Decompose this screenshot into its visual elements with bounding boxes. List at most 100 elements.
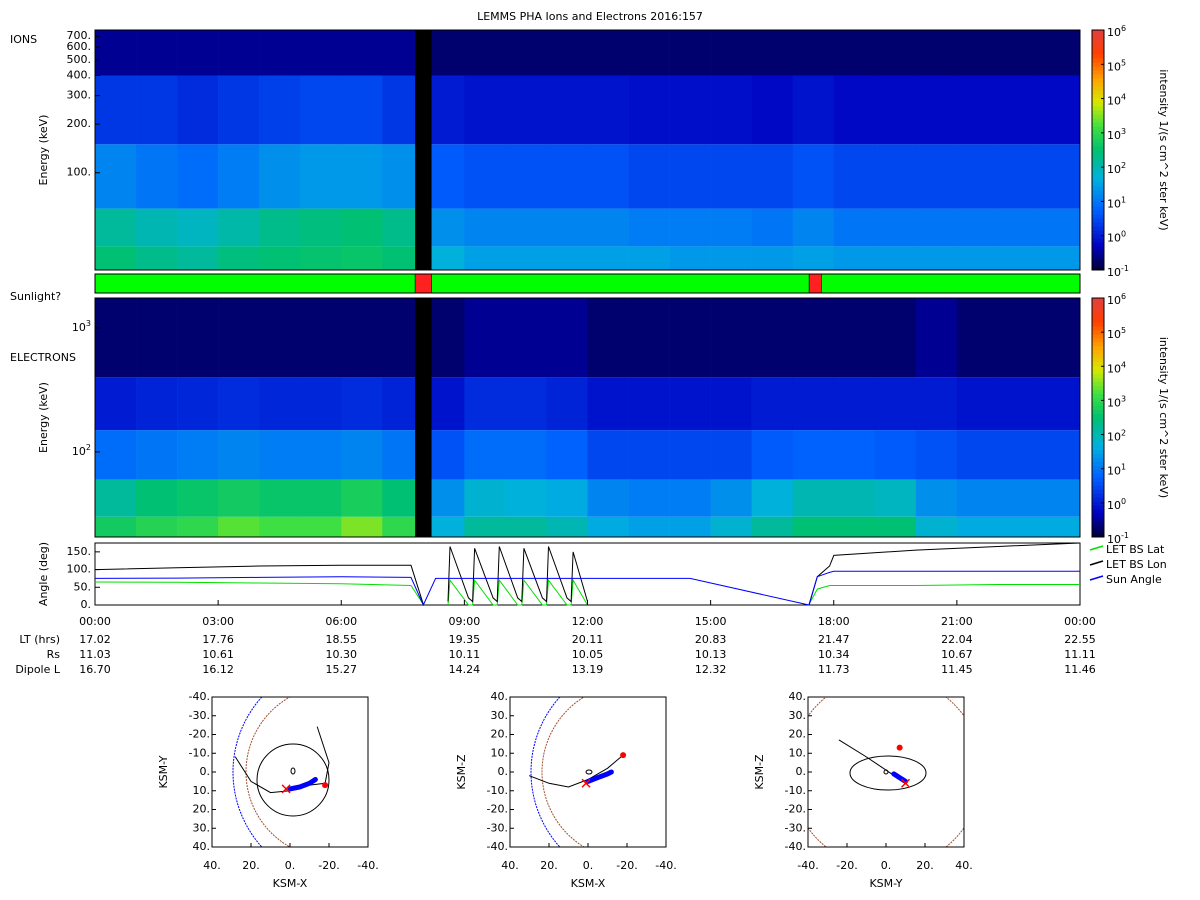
heatmap-cell xyxy=(997,75,1040,145)
y-tick-label: 100. xyxy=(67,563,92,576)
colorbar-tick-label-exponent: 3 xyxy=(1121,126,1126,135)
heatmap-cell xyxy=(997,208,1040,247)
heatmap-cell xyxy=(915,30,958,76)
heatmap-cell xyxy=(751,246,794,270)
x-tick-label: -40. xyxy=(655,859,676,872)
colorbar-step xyxy=(1092,409,1104,415)
heatmap-cell xyxy=(874,208,917,247)
colorbar-step xyxy=(1092,501,1104,506)
heatmap-cell xyxy=(997,479,1040,517)
colorbar-step xyxy=(1092,453,1104,458)
x-tick-label-base: 0. xyxy=(285,859,296,872)
heatmap-cell xyxy=(464,30,506,76)
y-tick-label-base: 150. xyxy=(67,545,92,558)
colorbar-step xyxy=(1092,457,1104,462)
ephemeris-value: 10.67 xyxy=(941,648,973,661)
heatmap-cell xyxy=(792,430,835,480)
heatmap-cell xyxy=(300,516,342,537)
heatmap-cell xyxy=(587,30,629,76)
heatmap-cell xyxy=(505,479,547,517)
colorbar-step xyxy=(1092,122,1104,127)
x-tick-label: 03:00 xyxy=(202,615,234,628)
heatmap-cell xyxy=(997,377,1040,431)
heatmap-cell xyxy=(341,479,383,517)
orbit-frame xyxy=(807,696,965,848)
heatmap-cell xyxy=(874,298,917,378)
heatmap-cell xyxy=(505,516,547,537)
x-tick-label-base: 15:00 xyxy=(695,615,727,628)
x-tick-label-base: 40. xyxy=(955,859,973,872)
heatmap-cell xyxy=(874,479,917,517)
x-tick-label: 20. xyxy=(540,859,558,872)
y-tick-label: -20. xyxy=(487,803,508,816)
heatmap-cell xyxy=(915,430,958,480)
y-tick-label-base: 10. xyxy=(789,746,807,759)
y-tick-label: -20. xyxy=(189,728,210,741)
colorbar-tick-label-exponent: -1 xyxy=(1121,264,1129,273)
y-tick-label: 40. xyxy=(789,690,807,703)
colorbar-tick-label: 101 xyxy=(1107,462,1126,478)
heatmap-cell xyxy=(505,377,547,431)
trajectory-segment xyxy=(585,769,614,784)
colorbar-step xyxy=(1092,321,1104,327)
heatmap-cell xyxy=(751,208,794,247)
y-tick-label: 150. xyxy=(67,545,92,558)
heatmap-cell xyxy=(259,430,301,480)
y-tick-label: 100. xyxy=(67,166,92,179)
heatmap-cell xyxy=(218,208,260,247)
heatmap-cell xyxy=(833,208,876,247)
heatmap-cell xyxy=(136,516,178,537)
x-tick-label: 20. xyxy=(242,859,260,872)
sunlight-segment xyxy=(821,273,1081,294)
x-tick-label-base: 09:00 xyxy=(449,615,481,628)
colorbar-step xyxy=(1092,78,1104,83)
orbit-data xyxy=(838,739,911,788)
heatmap-cell xyxy=(874,246,917,270)
heatmap-cell xyxy=(259,377,301,431)
x-tick-label: 20. xyxy=(916,859,934,872)
colorbar-step xyxy=(1092,42,1104,47)
y-tick-label-base: 50. xyxy=(74,580,92,593)
heatmap-cell xyxy=(464,377,506,431)
heatmap-cell xyxy=(587,75,629,145)
colorbar-step xyxy=(1092,385,1104,391)
heatmap-cell xyxy=(546,430,588,480)
y-tick-label: 500. xyxy=(67,53,92,66)
colorbar-step xyxy=(1092,477,1104,482)
colorbar-step xyxy=(1092,118,1104,123)
x-tick-label: 40. xyxy=(501,859,519,872)
colorbar-tick-label: 102 xyxy=(1107,161,1126,177)
sunlight-segment xyxy=(431,273,810,294)
y-tick-label-exponent: 3 xyxy=(86,319,91,328)
heatmap-cell xyxy=(300,75,342,145)
x-tick-label: 40. xyxy=(955,859,973,872)
ephemeris-value: 15.27 xyxy=(326,663,358,676)
colorbar-tick-label-base: 10 xyxy=(1107,294,1121,307)
colorbar-step xyxy=(1092,529,1104,534)
colorbar-tick-label-exponent: 3 xyxy=(1121,394,1126,403)
angle-line xyxy=(94,542,1081,605)
data-gap xyxy=(415,30,432,270)
heatmap-cell xyxy=(669,75,711,145)
boundaries xyxy=(530,697,593,847)
x-tick-label-base: 40. xyxy=(501,859,519,872)
timeline-frame xyxy=(94,273,1081,294)
y-tick-label-base: -20. xyxy=(189,728,210,741)
colorbar-step xyxy=(1092,357,1104,363)
heatmap-cell xyxy=(792,246,835,270)
heatmap-cell xyxy=(546,516,588,537)
heatmap-cell xyxy=(792,75,835,145)
heatmap-cell xyxy=(177,516,219,537)
x-tick-label-base: 12:00 xyxy=(572,615,604,628)
colorbar-tick-label-exponent: 6 xyxy=(1121,24,1126,33)
ephemeris-value: 17.76 xyxy=(202,633,234,646)
heatmap-cell xyxy=(464,430,506,480)
colorbar-step xyxy=(1092,373,1104,379)
colorbar-step xyxy=(1092,46,1104,51)
heatmap-cell xyxy=(669,298,711,378)
heatmap-cell xyxy=(751,430,794,480)
y-tick-label: 20. xyxy=(491,728,509,741)
y-tick-label-base: 10. xyxy=(491,746,509,759)
x-tick-label-base: 0. xyxy=(583,859,594,872)
heatmap-cell xyxy=(1038,516,1081,537)
